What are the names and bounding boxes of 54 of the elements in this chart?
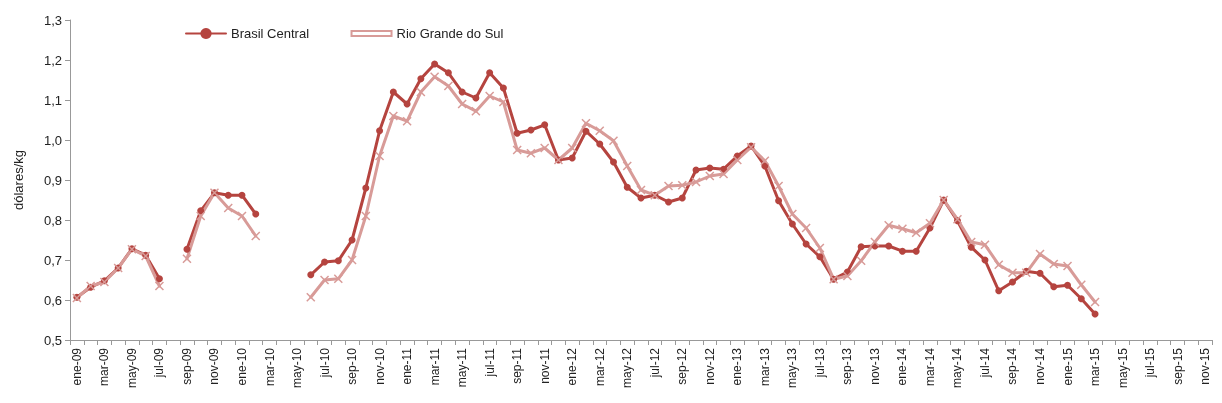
x-tick-label: mar-11 <box>427 347 442 386</box>
x-tick-label: sep-09 <box>179 347 194 385</box>
x-tick-label: jul-10 <box>317 347 332 379</box>
x-tick-label: sep-15 <box>1170 347 1185 385</box>
x-tick-label: may-12 <box>620 347 635 389</box>
y-axis-title: dólares/kg <box>11 150 26 210</box>
x-tick-label: ene-12 <box>565 347 580 386</box>
x-tick-label: ene-14 <box>895 347 910 386</box>
x-tick-label: nov-10 <box>372 347 387 385</box>
y-tick-label: 0,5 <box>43 332 62 348</box>
x-tick-label: ene-13 <box>730 347 745 386</box>
y-tick-label: 1,2 <box>43 52 62 68</box>
x-tick-label: may-15 <box>1115 347 1130 389</box>
y-tick-label: 0,8 <box>43 212 62 228</box>
x-tick-label: sep-13 <box>840 347 855 385</box>
x-tick-label: jul-12 <box>647 347 662 379</box>
x-tick-label: mar-13 <box>757 347 772 387</box>
x-tick-label: sep-12 <box>675 347 690 385</box>
x-tick-label: may-10 <box>290 347 305 389</box>
x-tick-label: may-09 <box>124 347 139 389</box>
x-tick-label: nov-11 <box>537 347 552 384</box>
y-tick-label: 0,7 <box>43 252 62 268</box>
y-tick-label: 1,1 <box>43 92 62 108</box>
x-tick-label: ene-10 <box>234 347 249 386</box>
y-tick-label: 0,9 <box>43 172 62 188</box>
x-tick-label: may-11 <box>455 347 470 388</box>
x-tick-label: ene-11 <box>400 347 415 385</box>
x-tick-label: jul-15 <box>1143 347 1158 379</box>
x-tick-label: sep-14 <box>1005 347 1020 385</box>
x-tick-label: jul-13 <box>812 347 827 379</box>
x-tick-label: jul-14 <box>977 347 992 379</box>
x-tick-label: jul-11 <box>482 347 497 378</box>
legend-label: Brasil Central <box>231 26 310 41</box>
x-tick-label: ene-09 <box>69 347 84 386</box>
x-tick-label: may-13 <box>785 347 800 389</box>
x-tick-label: mar-09 <box>97 347 112 387</box>
x-tick-label: nov-15 <box>1198 347 1213 385</box>
legend-label: Rio Grande do Sul <box>396 26 504 41</box>
x-tick-label: may-14 <box>950 347 965 389</box>
x-tick-label: nov-13 <box>867 347 882 385</box>
y-tick-label: 1,0 <box>43 132 62 148</box>
x-tick-label: mar-10 <box>262 347 277 387</box>
x-tick-label: nov-14 <box>1033 347 1048 385</box>
x-tick-label: nov-12 <box>702 347 717 385</box>
y-tick-label: 1,3 <box>43 12 62 28</box>
x-tick-label: jul-09 <box>152 347 167 379</box>
x-tick-label: nov-09 <box>207 347 222 385</box>
x-tick-label: sep-10 <box>345 347 360 385</box>
x-tick-label: mar-14 <box>922 347 937 387</box>
x-tick-label: ene-15 <box>1060 347 1075 386</box>
x-tick-label: mar-12 <box>592 347 607 387</box>
y-tick-label: 0,6 <box>43 292 62 308</box>
x-tick-label: sep-11 <box>510 347 525 384</box>
x-tick-label: mar-15 <box>1088 347 1103 387</box>
